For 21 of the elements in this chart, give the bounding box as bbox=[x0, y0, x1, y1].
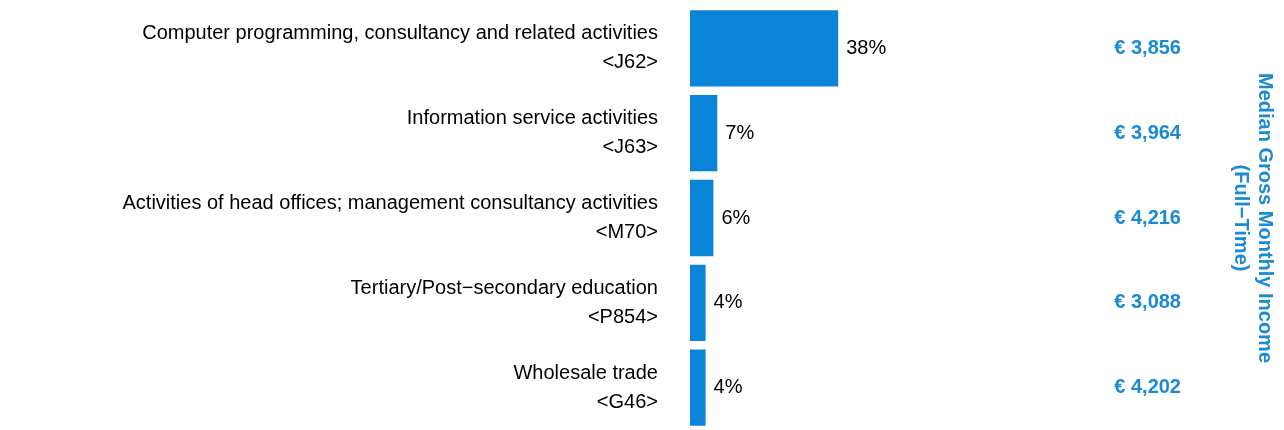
data-label: 4% bbox=[713, 375, 743, 398]
y-tick-label: Tertiary/Post−secondary education <P854> bbox=[350, 275, 658, 327]
data-label: 6% bbox=[721, 205, 751, 228]
bar bbox=[690, 264, 706, 341]
text: Median Gross Monthly Income (Full−Time) bbox=[1231, 72, 1278, 364]
data-label: 4% bbox=[713, 290, 743, 313]
bar bbox=[690, 349, 706, 426]
y-tick-label: Activities of head offices; management consultancy activities <M70> bbox=[122, 191, 658, 243]
y2-tick-label: € 3,088 bbox=[1114, 290, 1181, 313]
bar bbox=[690, 95, 718, 172]
bar bbox=[690, 10, 839, 87]
y2-tick-label: € 4,216 bbox=[1114, 205, 1181, 228]
data-label: 7% bbox=[725, 120, 755, 143]
bar bbox=[690, 179, 714, 257]
y2-tick-label: € 3,856 bbox=[1114, 35, 1181, 58]
y-tick-label: Wholesale trade <G46> bbox=[513, 360, 658, 412]
y-tick-label: Computer programming, consultancy and related activities <J62> bbox=[142, 21, 658, 73]
y-tick-label: Information service activities <J63> bbox=[406, 106, 658, 158]
y2-tick-label: € 4,202 bbox=[1114, 375, 1181, 398]
y2-tick-label: € 3,964 bbox=[1114, 120, 1182, 143]
data-label: 38% bbox=[846, 35, 887, 58]
